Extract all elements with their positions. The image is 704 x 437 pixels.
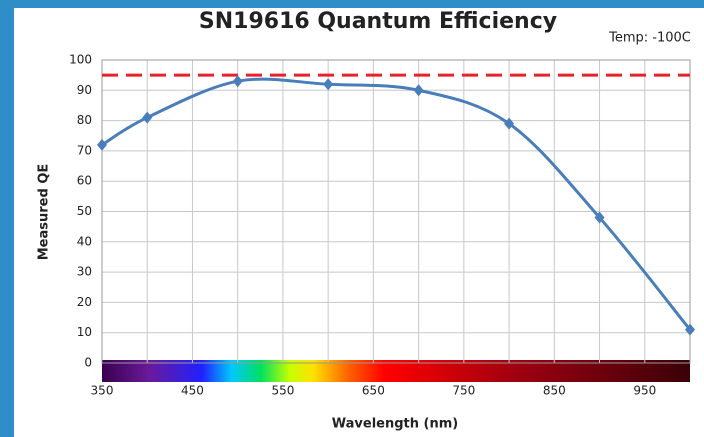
x-tick-label: 550 xyxy=(271,384,294,398)
y-tick-label: 0 xyxy=(84,356,92,370)
x-tick-label: 950 xyxy=(633,384,656,398)
x-axis-label: Wavelength (nm) xyxy=(332,417,458,432)
y-tick-label: 50 xyxy=(77,204,92,218)
y-tick-label: 40 xyxy=(77,234,92,248)
y-tick-label: 30 xyxy=(77,265,92,279)
chart: SN19616 Quantum Efficiency Temp: -100C W… xyxy=(0,0,704,437)
y-tick-label: 90 xyxy=(77,83,92,97)
y-tick-label: 70 xyxy=(77,143,92,157)
page: {"chart_data": {"type": "line", "title":… xyxy=(0,0,704,437)
x-tick-label: 850 xyxy=(543,384,566,398)
chart-title: SN19616 Quantum Efficiency xyxy=(199,9,557,34)
x-tick-label: 650 xyxy=(362,384,385,398)
x-tick-label: 350 xyxy=(91,384,114,398)
y-tick-label: 100 xyxy=(69,53,92,67)
y-axis-label: Measured QE xyxy=(37,164,52,261)
y-tick-label: 60 xyxy=(77,174,92,188)
annotation: Temp: -100C xyxy=(608,31,691,46)
x-tick-label: 750 xyxy=(452,384,475,398)
y-tick-label: 80 xyxy=(77,113,92,127)
x-tick-label: 450 xyxy=(181,384,204,398)
y-tick-label: 10 xyxy=(77,325,92,339)
y-tick-label: 20 xyxy=(77,295,92,309)
